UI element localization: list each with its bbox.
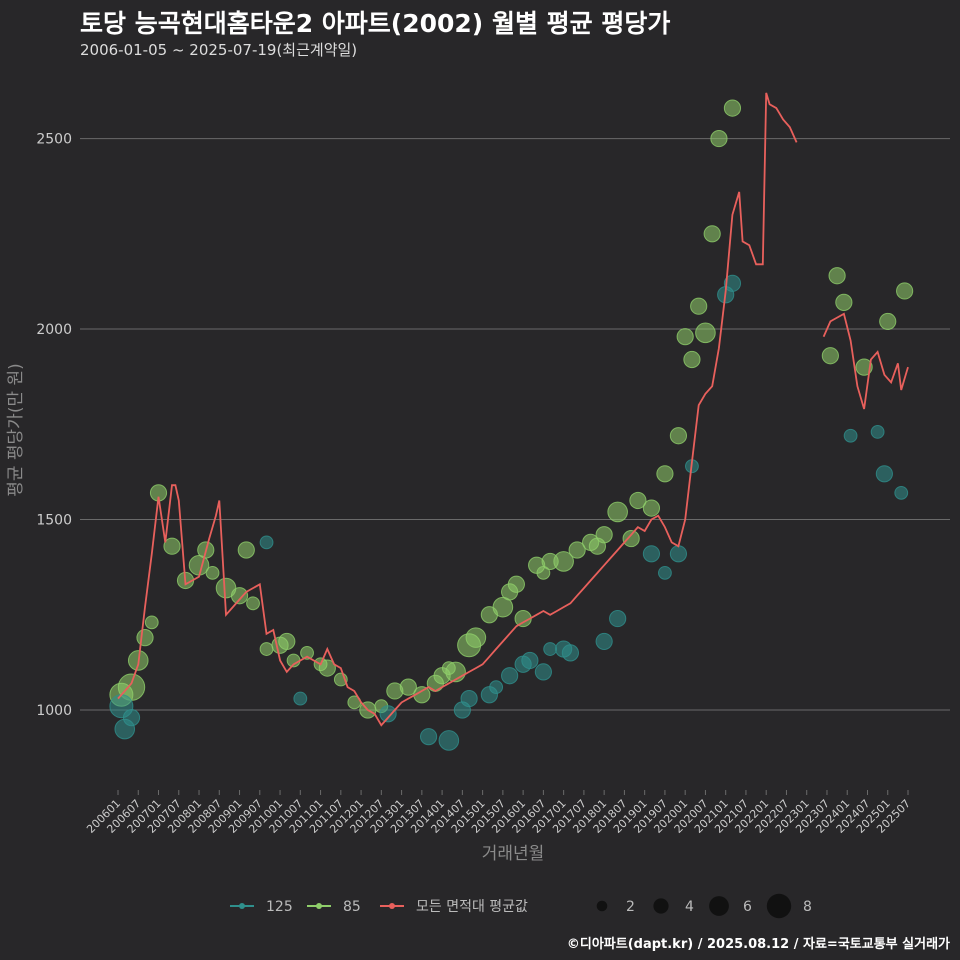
point-85-62: [828, 267, 846, 285]
grid-lines: [80, 138, 950, 711]
point-85-54: [676, 328, 694, 346]
point-85-52: [656, 465, 674, 483]
legend-size-dot-2: [596, 900, 608, 912]
average-line: [117, 92, 909, 727]
point-85-50: [629, 491, 647, 510]
point-85-64: [855, 358, 873, 376]
source-caption: ©디아파트(dapt.kr) / 2025.08.12 / 자료=국토교통부 실…: [566, 937, 950, 952]
legend-size-label-6: 6: [743, 899, 752, 915]
legend-dot-1: [316, 903, 322, 909]
point-125-7: [438, 730, 460, 751]
point-125-5: [379, 705, 397, 723]
x-axis-ticks: 2006012006072007012007072008012008072009…: [84, 790, 913, 836]
legend-label-2: 모든 면적대 평균값: [416, 899, 528, 915]
point-85-44: [568, 541, 586, 559]
point-85-38: [507, 575, 525, 593]
point-85-15: [259, 642, 274, 656]
point-125-20: [609, 609, 627, 628]
point-85-63: [835, 293, 853, 311]
y-axis-label: 평균 평당가(만 원): [6, 363, 26, 497]
x-axis-label: 거래년월: [482, 844, 545, 864]
point-85-17: [278, 632, 296, 651]
y-tick-label-1500: 1500: [36, 513, 72, 529]
legend-dot-0: [239, 903, 245, 909]
point-85-61: [821, 347, 839, 365]
point-125-4: [293, 691, 308, 706]
point-85-59: [710, 129, 728, 148]
point-85-21: [318, 659, 336, 677]
legend-size-dot-6: [709, 896, 729, 916]
point-125-29: [875, 465, 893, 483]
chart-subtitle: 2006-01-05 ~ 2025-07-19(최근계약일): [80, 41, 358, 59]
point-85-56: [690, 297, 708, 315]
point-125-6: [419, 728, 438, 746]
point-125-26: [723, 274, 742, 292]
point-85-3: [136, 629, 154, 647]
point-125-14: [521, 651, 539, 670]
point-85-53: [669, 427, 688, 445]
point-85-51: [642, 499, 661, 517]
point-125-19: [595, 632, 613, 651]
point-85-66: [896, 282, 914, 300]
point-85-34: [465, 627, 487, 648]
point-125-16: [543, 642, 558, 656]
y-tick-label-2000: 2000: [36, 322, 72, 338]
point-125-30: [894, 485, 909, 500]
point-85-49: [622, 529, 640, 548]
legend-size-label-2: 2: [626, 899, 635, 915]
legend-dot-2: [389, 903, 395, 909]
point-85-27: [399, 678, 417, 696]
point-85-12: [230, 587, 249, 605]
point-125-21: [642, 545, 661, 563]
y-tick-label-1000: 1000: [36, 703, 72, 719]
point-125-9: [460, 689, 478, 708]
legend-size-label-8: 8: [803, 899, 812, 915]
point-85-58: [703, 225, 721, 243]
point-125-22: [658, 565, 672, 580]
point-125-15: [534, 663, 552, 681]
legend-size-dot-4: [653, 898, 669, 914]
chart-title: 토당 능곡현대홈타운2 아파트(2002) 월별 평균 평당가: [80, 9, 671, 38]
point-125-12: [501, 667, 519, 685]
point-85-65: [879, 312, 897, 331]
point-125-23: [669, 545, 688, 563]
point-85-57: [695, 322, 716, 344]
point-85-4: [144, 615, 159, 630]
point-85-43: [553, 551, 574, 572]
point-125-28: [870, 425, 885, 439]
y-axis-ticks: 1000 1500 2000 2500: [36, 132, 72, 719]
point-125-3: [259, 535, 274, 550]
point-85-55: [683, 350, 701, 369]
average-line-segment-0: [117, 92, 798, 727]
legend-size-label-4: 4: [685, 899, 694, 915]
y-tick-label-2500: 2500: [36, 132, 72, 148]
point-85-13: [237, 541, 255, 559]
legend: 125 85 모든 면적대 평균값 2 4 6 8: [230, 893, 812, 919]
point-85-36: [492, 596, 514, 618]
legend-size-dot-8: [766, 893, 792, 919]
point-125-27: [843, 428, 858, 443]
scatter-points: [109, 99, 914, 751]
legend-label-0: 125: [266, 899, 293, 915]
legend-label-1: 85: [343, 899, 361, 915]
point-85-19: [300, 645, 314, 660]
point-85-14: [246, 596, 260, 611]
average-line-segment-1: [822, 312, 909, 410]
point-85-47: [595, 526, 613, 544]
point-125-11: [489, 680, 504, 695]
point-85-6: [163, 537, 181, 555]
point-125-2: [122, 709, 141, 727]
point-125-18: [561, 644, 579, 662]
point-85-60: [723, 99, 742, 117]
point-85-10: [205, 565, 220, 580]
point-85-48: [607, 501, 628, 523]
